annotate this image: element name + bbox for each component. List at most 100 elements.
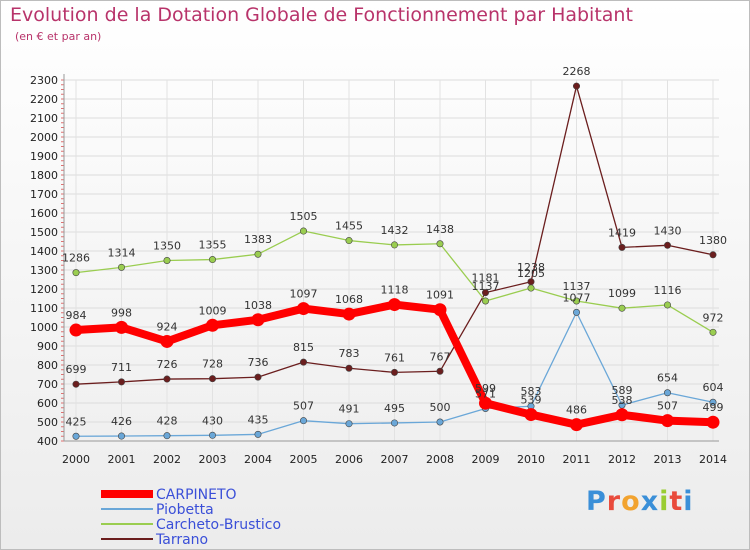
data-point	[618, 304, 626, 312]
data-label: 1116	[654, 284, 682, 297]
x-tick-label: 2013	[654, 453, 682, 466]
y-tick-label: 1100	[30, 302, 58, 315]
legend-label: Tarrano	[155, 532, 208, 548]
data-point	[706, 415, 720, 429]
data-label: 924	[157, 320, 178, 333]
data-point	[661, 414, 674, 428]
x-tick-label: 2000	[62, 453, 90, 466]
y-tick-label: 1600	[30, 207, 58, 220]
data-point	[436, 367, 444, 375]
data-label: 539	[521, 394, 542, 407]
data-label: 538	[612, 394, 633, 407]
data-point	[72, 269, 80, 277]
data-point	[663, 241, 671, 249]
data-point	[436, 418, 444, 426]
data-point	[479, 396, 492, 410]
data-label: 998	[111, 306, 132, 319]
data-label: 972	[703, 311, 724, 324]
data-label: 1455	[335, 220, 363, 233]
data-label: 426	[111, 415, 132, 428]
data-point	[297, 302, 310, 316]
y-tick-label: 2200	[30, 93, 58, 106]
data-point	[572, 297, 580, 305]
data-point	[390, 419, 398, 427]
data-point	[618, 243, 626, 251]
data-point	[118, 263, 126, 271]
data-label: 491	[339, 403, 360, 416]
data-point	[118, 378, 126, 386]
data-point	[209, 375, 217, 383]
data-point	[345, 420, 353, 428]
data-point	[390, 241, 398, 249]
data-point	[345, 237, 353, 245]
data-point	[527, 284, 535, 292]
legend-label: Carcheto-Brustico	[156, 517, 281, 533]
data-point	[709, 251, 717, 259]
data-point	[345, 364, 353, 372]
data-point	[299, 227, 307, 235]
data-label: 1009	[199, 304, 227, 317]
data-point	[206, 318, 219, 332]
x-tick-label: 2006	[335, 453, 363, 466]
data-point	[572, 82, 580, 90]
y-tick-label: 1700	[30, 188, 58, 201]
y-tick-label: 2100	[30, 112, 58, 125]
data-label: 1038	[244, 299, 272, 312]
data-point	[436, 240, 444, 248]
data-point	[524, 408, 538, 422]
y-tick-label: 2000	[30, 131, 58, 144]
data-label: 1314	[108, 246, 136, 259]
data-label: 425	[66, 415, 87, 428]
data-label: 1505	[290, 210, 318, 223]
data-label: 726	[157, 358, 178, 371]
data-label: 1205	[517, 267, 545, 280]
data-label: 1091	[426, 289, 454, 302]
data-label: 1068	[335, 293, 363, 306]
legend-label: Piobetta	[156, 502, 214, 518]
data-point	[299, 358, 307, 366]
x-tick-label: 2005	[290, 453, 318, 466]
y-tick-label: 1500	[30, 226, 58, 239]
chart-subtitle: (en € et par an)	[15, 30, 102, 43]
data-label: 495	[384, 402, 405, 415]
data-label: 1077	[563, 291, 591, 304]
data-point	[570, 418, 583, 432]
data-label: 500	[430, 401, 451, 414]
data-label: 1419	[608, 226, 636, 239]
data-label: 428	[157, 415, 178, 428]
data-label: 984	[66, 309, 87, 322]
data-label: 1238	[517, 261, 545, 274]
data-point	[163, 432, 171, 440]
data-label: 1383	[244, 233, 272, 246]
y-tick-label: 1800	[30, 169, 58, 182]
x-tick-label: 2002	[153, 453, 181, 466]
data-label: 654	[657, 372, 678, 385]
data-point	[163, 256, 171, 264]
data-label: 1118	[381, 284, 409, 297]
data-label: 507	[657, 400, 678, 413]
data-point	[209, 431, 217, 439]
data-label: 1380	[699, 234, 727, 247]
data-point	[254, 250, 262, 258]
y-tick-label: 500	[37, 416, 58, 429]
data-label: 1137	[563, 280, 591, 293]
y-tick-label: 2300	[30, 74, 58, 87]
data-label: 1286	[62, 252, 90, 265]
y-tick-label: 700	[37, 378, 58, 391]
data-point	[572, 308, 580, 316]
y-tick-label: 1300	[30, 264, 58, 277]
x-tick-label: 2009	[472, 453, 500, 466]
y-tick-label: 1200	[30, 283, 58, 296]
data-point	[388, 298, 401, 312]
x-tick-label: 2012	[608, 453, 636, 466]
data-label: 728	[202, 358, 223, 371]
legend-label: CARPINETO	[156, 487, 237, 503]
data-label: 583	[521, 385, 542, 398]
x-tick-label: 2014	[699, 453, 727, 466]
data-label: 761	[384, 351, 405, 364]
data-point	[251, 313, 265, 327]
data-label: 499	[703, 401, 724, 414]
data-point	[433, 303, 447, 317]
data-point	[115, 320, 128, 334]
